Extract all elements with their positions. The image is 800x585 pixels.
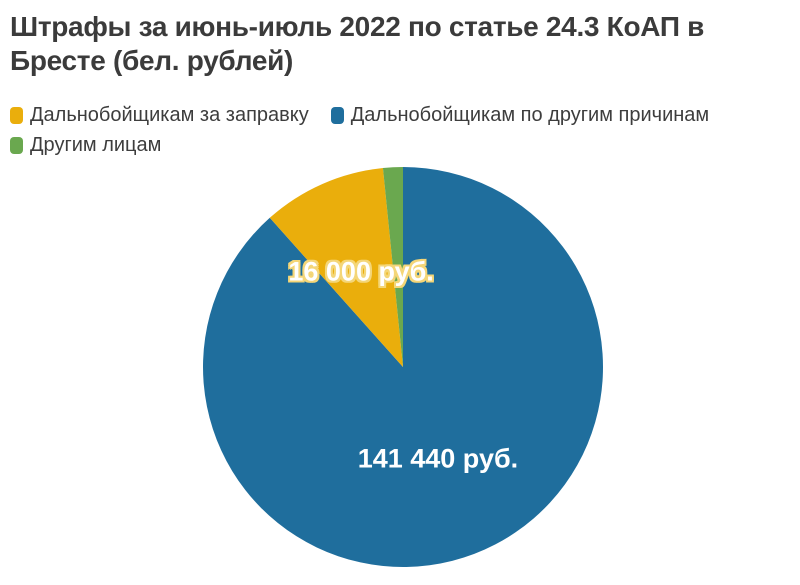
legend-item-label: Дальнобойщикам за заправку: [30, 104, 309, 126]
legend-swatch-icon: [330, 107, 344, 124]
legend-item-label: Другим лицам: [30, 134, 162, 156]
legend-swatch-icon: [10, 107, 23, 124]
pie-slice-2: [382, 167, 403, 367]
legend-item-1: Дальнобойщикам по другим причинам: [330, 104, 710, 127]
pie-slice-0: [203, 167, 604, 567]
chart-title-line-1: Штрафы за июнь-июль 2022 по статье 24.3 …: [10, 11, 705, 42]
pie-slice-1: [269, 168, 403, 367]
legend-swatch-icon: [10, 137, 23, 154]
pie-slice-value-label-1: 16 000 руб.: [288, 256, 434, 287]
pie-slice-value-label-0: 141 440 руб.: [357, 443, 519, 474]
chart-title: Штрафы за июнь-июль 2022 по статье 24.3 …: [10, 10, 704, 77]
legend-item-2: Другим лицам: [10, 134, 161, 157]
legend-item-0: Дальнобойщикам за заправку: [10, 104, 309, 127]
chart-title-line-2: Бресте (бел. рублей): [10, 44, 294, 76]
chart-legend: Дальнобойщикам за заправку Дальнобойщикам…: [10, 104, 780, 157]
legend-item-label: Дальнобойщикам по другим причинам: [350, 104, 710, 126]
